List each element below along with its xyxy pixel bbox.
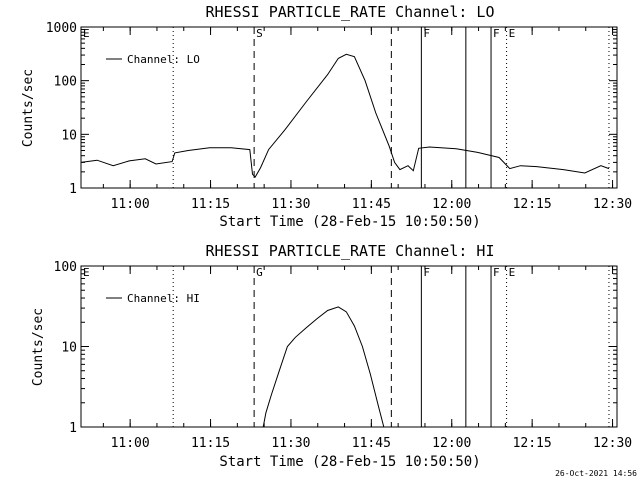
axis-ticks: 11:00 11:15 11:30 11:45 12:00 12:15 12:30 1 10 10…	[46, 21, 632, 212]
x-tick-label: 11:45	[352, 197, 391, 212]
y-tick-label: 1	[69, 182, 77, 197]
x-tick-label: 11:00	[111, 197, 150, 212]
y-axis-label: Counts/sec	[21, 69, 36, 147]
marker-label: G	[256, 266, 263, 279]
x-tick-label: 11:00	[111, 436, 150, 451]
x-tick-label: 12:15	[513, 436, 552, 451]
y-tick-label: 1000	[46, 21, 77, 36]
x-tick-label: 11:15	[191, 197, 230, 212]
marker-label: F	[423, 266, 430, 279]
y-tick-label: 100	[54, 75, 77, 90]
x-axis-label: Start Time (28-Feb-15 10:50:50)	[219, 454, 480, 470]
marker-label: E	[509, 266, 516, 279]
y-tick-label: 100	[54, 260, 77, 275]
x-tick-label: 11:30	[271, 436, 310, 451]
series-line	[80, 53, 610, 178]
x-tick-label: 12:00	[432, 197, 471, 212]
y-tick-label: 10	[61, 128, 77, 143]
data-series	[80, 53, 610, 178]
series-line	[262, 306, 385, 428]
x-tick-label: 11:30	[271, 197, 310, 212]
y-tick-label: 10	[61, 341, 77, 356]
footer-timestamp: 26-Oct-2021 14:56	[555, 469, 637, 478]
marker-label: F	[493, 266, 500, 279]
x-tick-label: 11:15	[191, 436, 230, 451]
chart-title: RHESSI PARTICLE_RATE Channel: LO	[206, 3, 495, 21]
marker-label: E	[83, 266, 90, 279]
x-tick-label: 12:00	[432, 436, 471, 451]
y-axis-label: Counts/sec	[31, 308, 46, 386]
legend-label: Channel: HI	[127, 292, 200, 305]
legend-label: Channel: LO	[127, 53, 200, 66]
data-series	[262, 306, 385, 428]
x-axis-label: Start Time (28-Feb-15 10:50:50)	[219, 214, 480, 230]
legend: Channel: LO	[106, 53, 200, 66]
chart-title: RHESSI PARTICLE_RATE Channel: HI	[206, 242, 495, 260]
chart-panel-lo: RHESSI PARTICLE_RATE Channel: LO Start T…	[21, 3, 632, 230]
plot-frame	[80, 265, 618, 428]
y-tick-label: 1	[69, 421, 77, 436]
x-tick-label: 11:45	[352, 436, 391, 451]
marker-label: E	[509, 27, 516, 40]
marker-label: E	[83, 27, 90, 40]
legend: Channel: HI	[106, 292, 200, 305]
marker-label: S	[256, 27, 263, 40]
x-tick-label: 12:30	[593, 436, 632, 451]
x-tick-label: 12:15	[513, 197, 552, 212]
marker-label: F	[493, 27, 500, 40]
x-tick-label: 12:30	[593, 197, 632, 212]
marker-label: F	[423, 27, 430, 40]
axis-ticks: 11:00 11:15 11:30 11:45 12:00 12:15 12:30 1 10 10…	[54, 260, 633, 451]
chart-panel-hi: RHESSI PARTICLE_RATE Channel: HI Start T…	[31, 242, 632, 470]
plot-frame	[80, 26, 618, 189]
